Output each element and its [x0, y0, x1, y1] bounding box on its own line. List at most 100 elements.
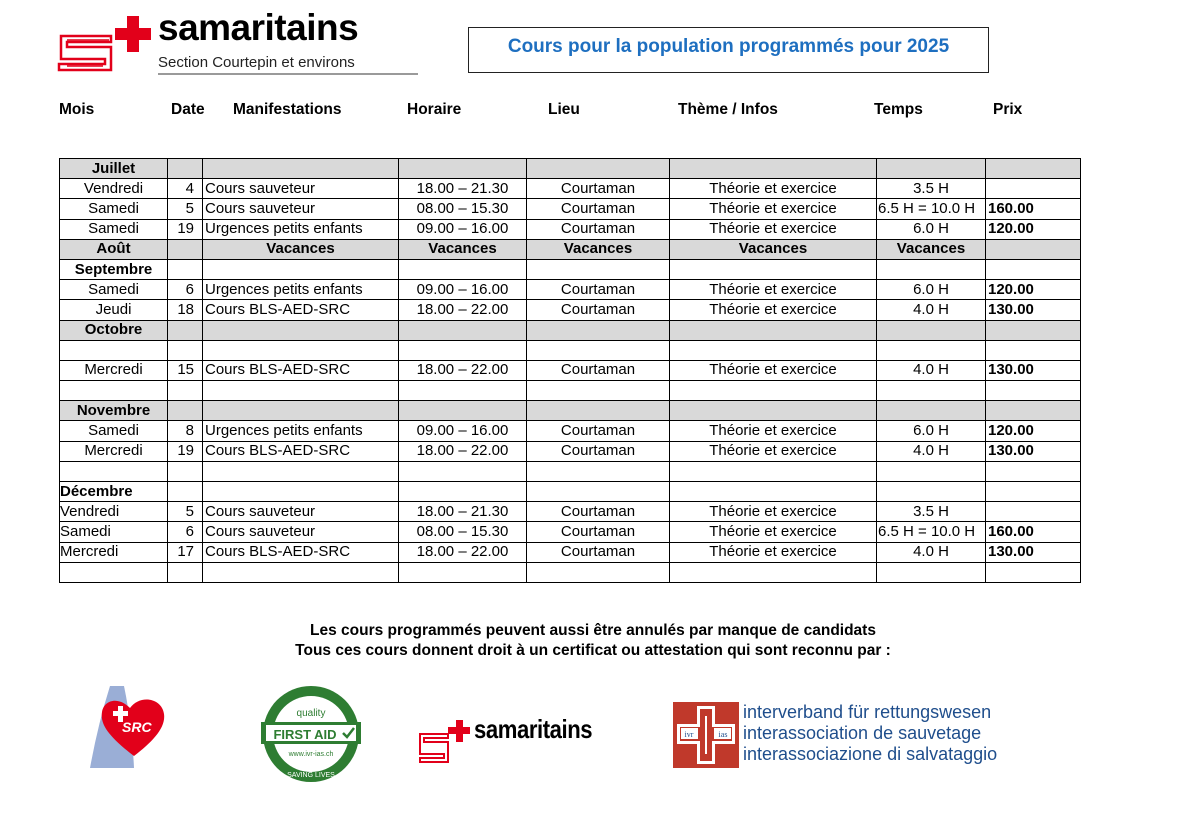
cell-theme — [669, 561, 877, 583]
cell-prix: 130.00 — [985, 440, 1081, 462]
cell-date: 19 — [167, 440, 203, 462]
cell-prix — [985, 561, 1081, 583]
cell-prix: 160.00 — [985, 198, 1081, 220]
table-row: Octobre — [59, 319, 1081, 341]
column-header-mois: Mois — [59, 101, 95, 118]
cell-mois — [59, 339, 168, 361]
cell-horaire: 09.00 – 16.00 — [398, 218, 527, 240]
svg-text:ivr: ivr — [685, 730, 694, 739]
cell-prix — [985, 339, 1081, 361]
cell-manif — [202, 157, 399, 180]
table-row: Vendredi 5 Cours sauveteur 18.00 – 21.30 Cou… — [59, 501, 1081, 523]
cell-horaire: 08.00 – 15.30 — [398, 521, 527, 543]
cell-lieu: Vacances — [526, 238, 670, 260]
table-row: Juillet — [59, 157, 1081, 180]
cell-date — [167, 460, 203, 483]
src-heart-icon: SRC — [90, 686, 165, 768]
page-title: Cours pour la population programmés pour… — [507, 36, 950, 57]
cell-manif: Urgences petits enfants — [202, 279, 399, 301]
cell-lieu — [526, 400, 670, 422]
samaritains-logo-footer: samaritains — [418, 712, 628, 768]
svg-text:ias: ias — [719, 730, 728, 739]
cancellation-note: Les cours programmés peuvent aussi être … — [310, 622, 876, 639]
cell-theme: Théorie et exercice — [669, 198, 877, 220]
cell-temps — [876, 380, 986, 402]
cell-date — [167, 561, 203, 583]
first-aid-seal-icon: quality FIRST AID www.ivr-ias.ch SAVING … — [261, 686, 361, 782]
table-row — [59, 561, 1081, 583]
samaritains-s-plus-icon — [57, 16, 151, 72]
cell-horaire: 18.00 – 22.00 — [398, 541, 527, 563]
cell-prix: 120.00 — [985, 218, 1081, 240]
cell-manif — [202, 460, 399, 483]
course-schedule-table: Juillet Vendredi 4 Cours sauveteur 18.00 – 2… — [59, 157, 1081, 583]
column-header-theme: Thème / Infos — [678, 101, 778, 118]
cell-lieu — [526, 339, 670, 361]
column-header-prix: Prix — [993, 101, 1023, 118]
cell-horaire — [398, 460, 527, 483]
cell-date — [167, 339, 203, 361]
cell-date: 8 — [167, 420, 203, 442]
cell-mois: Vendredi — [59, 501, 168, 523]
cell-mois — [59, 561, 168, 583]
cell-lieu: Courtaman — [526, 521, 670, 543]
cell-horaire — [398, 258, 527, 281]
column-header-manifestations: Manifestations — [233, 101, 342, 118]
cell-theme: Théorie et exercice — [669, 299, 877, 321]
cell-lieu — [526, 319, 670, 341]
cell-theme: Vacances — [669, 238, 877, 260]
cell-horaire — [398, 480, 527, 503]
cell-temps: 6.0 H — [876, 218, 986, 240]
cell-temps: 6.0 H — [876, 420, 986, 442]
cell-lieu: Courtaman — [526, 420, 670, 442]
cell-lieu: Courtaman — [526, 279, 670, 301]
cell-date — [167, 238, 203, 260]
cell-theme: Théorie et exercice — [669, 279, 877, 301]
cell-temps — [876, 157, 986, 180]
cell-prix — [985, 258, 1081, 281]
cell-theme — [669, 380, 877, 402]
ivr-ias-logo: ivr ias interverband für rettungswesen i… — [673, 702, 1023, 770]
svg-text:FIRST AID: FIRST AID — [273, 727, 336, 742]
cell-temps — [876, 480, 986, 503]
cell-prix: 130.00 — [985, 299, 1081, 321]
table-row — [59, 339, 1081, 361]
cell-mois: Mercredi — [59, 541, 168, 563]
cell-temps: 6.0 H — [876, 279, 986, 301]
column-header-lieu: Lieu — [548, 101, 580, 118]
cell-theme: Théorie et exercice — [669, 420, 877, 442]
cell-mois — [59, 380, 168, 402]
cell-theme: Théorie et exercice — [669, 440, 877, 462]
logo-wordmark: samaritains — [158, 7, 359, 48]
cell-date: 17 — [167, 541, 203, 563]
cell-temps — [876, 561, 986, 583]
cell-temps: 6.5 H = 10.0 H — [876, 521, 986, 543]
cell-temps — [876, 339, 986, 361]
cell-date: 6 — [167, 521, 203, 543]
cell-date: 6 — [167, 279, 203, 301]
cell-prix — [985, 319, 1081, 341]
cell-mois: Août — [59, 238, 168, 260]
cell-mois: Jeudi — [59, 299, 168, 321]
svg-text:SAVING LIVES: SAVING LIVES — [287, 772, 335, 779]
cell-manif — [202, 339, 399, 361]
page-title-box: Cours pour la population programmés pour… — [468, 27, 989, 73]
cell-mois: Samedi — [59, 198, 168, 220]
cell-horaire: 18.00 – 22.00 — [398, 299, 527, 321]
cell-temps: 4.0 H — [876, 541, 986, 563]
cell-temps: Vacances — [876, 238, 986, 260]
cell-temps: 4.0 H — [876, 359, 986, 382]
cell-date — [167, 319, 203, 341]
cell-theme — [669, 258, 877, 281]
table-row: Vendredi 4 Cours sauveteur 18.00 – 21.30 Cou… — [59, 178, 1081, 200]
cell-theme: Théorie et exercice — [669, 178, 877, 200]
table-row: Samedi 8 Urgences petits enfants 09.00 – 16… — [59, 420, 1081, 442]
cell-lieu — [526, 480, 670, 503]
footer-logo-wordmark: samaritains — [474, 714, 593, 744]
cell-lieu: Courtaman — [526, 218, 670, 240]
cell-temps — [876, 258, 986, 281]
cell-prix: 160.00 — [985, 521, 1081, 543]
table-row: Novembre — [59, 400, 1081, 422]
cell-manif: Cours BLS-AED-SRC — [202, 299, 399, 321]
cell-prix — [985, 238, 1081, 260]
